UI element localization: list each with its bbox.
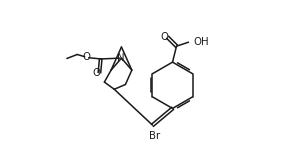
Text: O: O	[161, 32, 169, 42]
Text: N: N	[117, 53, 125, 63]
Text: OH: OH	[194, 37, 209, 47]
Text: O: O	[83, 52, 91, 62]
Text: O: O	[92, 68, 100, 78]
Text: Br: Br	[149, 131, 160, 141]
